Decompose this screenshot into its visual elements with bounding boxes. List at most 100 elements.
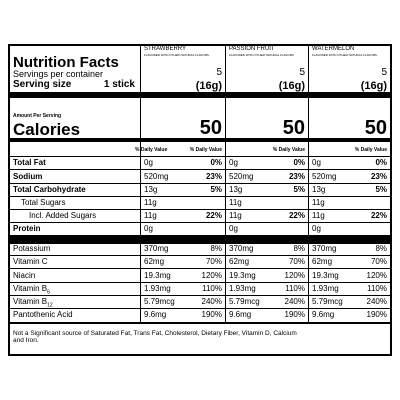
serving-weight: (16g) [360,79,387,92]
amount: 5.79mcg [144,297,175,306]
calories: 50 [282,117,305,139]
servings-label: Servings per container [13,68,104,79]
daily-value: 8% [210,244,222,253]
amount: 5.79mcg [229,297,260,306]
amount: 11g [312,198,325,207]
product-name: STRAWBERRY [144,46,187,52]
thick-bar [10,235,390,244]
amount: 62mg [229,257,250,266]
amount: 0g [144,158,153,167]
amount: 370mg [229,244,254,253]
nutrient-label: Niacin [13,271,36,280]
amount: 11g [144,198,157,207]
amount: 1.93mg [144,284,171,293]
daily-value: 190% [366,310,387,319]
daily-value: 240% [284,297,305,306]
rule [10,268,390,269]
daily-value-header: % Daily Value [135,146,168,153]
rule [10,209,390,210]
rule [10,156,390,157]
serving-weight: (16g) [195,79,222,92]
amount: 1.93mg [229,284,256,293]
rule [10,308,390,309]
servings: 5 [216,67,222,78]
nutrient-label: Vitamin B12 [13,297,53,309]
daily-value: 70% [370,257,387,266]
amount: 13g [312,185,326,194]
amount: 520mg [312,172,337,181]
daily-value: 8% [375,244,387,253]
border [8,354,392,356]
thick-rule [10,322,390,324]
column-divider [140,44,141,324]
column-divider [308,44,309,324]
daily-value: 5% [375,185,387,194]
serving-size: 1 stick [103,79,135,90]
amount: 9.6mg [229,310,252,319]
rule [10,282,390,283]
daily-value: 110% [202,284,222,293]
daily-value: 110% [285,284,305,293]
column-divider [225,44,226,324]
thick-rule [10,92,390,98]
thick-rule [10,138,390,142]
amount: 9.6mg [144,310,167,319]
daily-value: 120% [366,271,387,280]
daily-value: 0% [210,158,222,167]
amount: 13g [229,185,243,194]
product-name: WATERMELON [312,46,355,52]
border [390,44,392,356]
amount: 0g [229,158,238,167]
rule [10,255,390,256]
rule [10,183,390,184]
subscript: 12 [47,302,53,309]
amount: 19.3mg [144,271,171,280]
daily-value: 23% [370,172,387,181]
daily-value: 240% [366,297,387,306]
nutrient-label: Total Sugars [21,198,66,207]
amount: 0g [229,224,238,233]
rule [10,222,390,223]
rule [10,295,390,296]
amount: 0g [144,224,153,233]
nutrient-label: Vitamin B6 [13,284,50,296]
amount: 62mg [312,257,333,266]
amount: 370mg [144,244,169,253]
calories: 50 [364,117,387,139]
product-subtitle: FLAVORED WITH OTHER NATURAL FLAVORS [229,52,294,57]
daily-value: 23% [205,172,222,181]
amount: 0g [312,224,321,233]
daily-value-header: % Daily Value [272,146,305,153]
calories-label: Calories [13,119,81,139]
daily-value: 22% [288,211,305,220]
daily-value: 23% [288,172,305,181]
footnote: Not a Significant source of Saturated Fa… [13,329,297,345]
amount: 62mg [144,257,165,266]
nutrient-label: Total Fat [13,158,46,167]
amount: 520mg [144,172,169,181]
amount: 13g [144,185,158,194]
nutrient-label: Potassium [13,244,51,253]
daily-value: 0% [293,158,305,167]
daily-value-header: % Daily Value [354,146,387,153]
amount-per-serving: Amount Per Serving [13,112,62,119]
daily-value: 190% [201,310,222,319]
serving-weight: (16g) [278,79,305,92]
daily-value: 22% [205,211,222,220]
nutrient-label: Pantothenic Acid [13,310,73,319]
servings: 5 [299,67,305,78]
daily-value: 5% [210,185,222,194]
amount: 11g [312,211,325,220]
amount: 1.93mg [312,284,339,293]
amount: 11g [144,211,157,220]
amount: 0g [312,158,321,167]
serving-size-label: Serving size [13,79,72,90]
daily-value: 240% [201,297,222,306]
daily-value: 70% [205,257,222,266]
nutrient-label: Total Carbohydrate [13,185,86,194]
amount: 520mg [229,172,254,181]
product-subtitle: FLAVORED WITH OTHER NATURAL FLAVORS [312,52,377,57]
border [8,44,392,46]
amount: 19.3mg [312,271,339,280]
